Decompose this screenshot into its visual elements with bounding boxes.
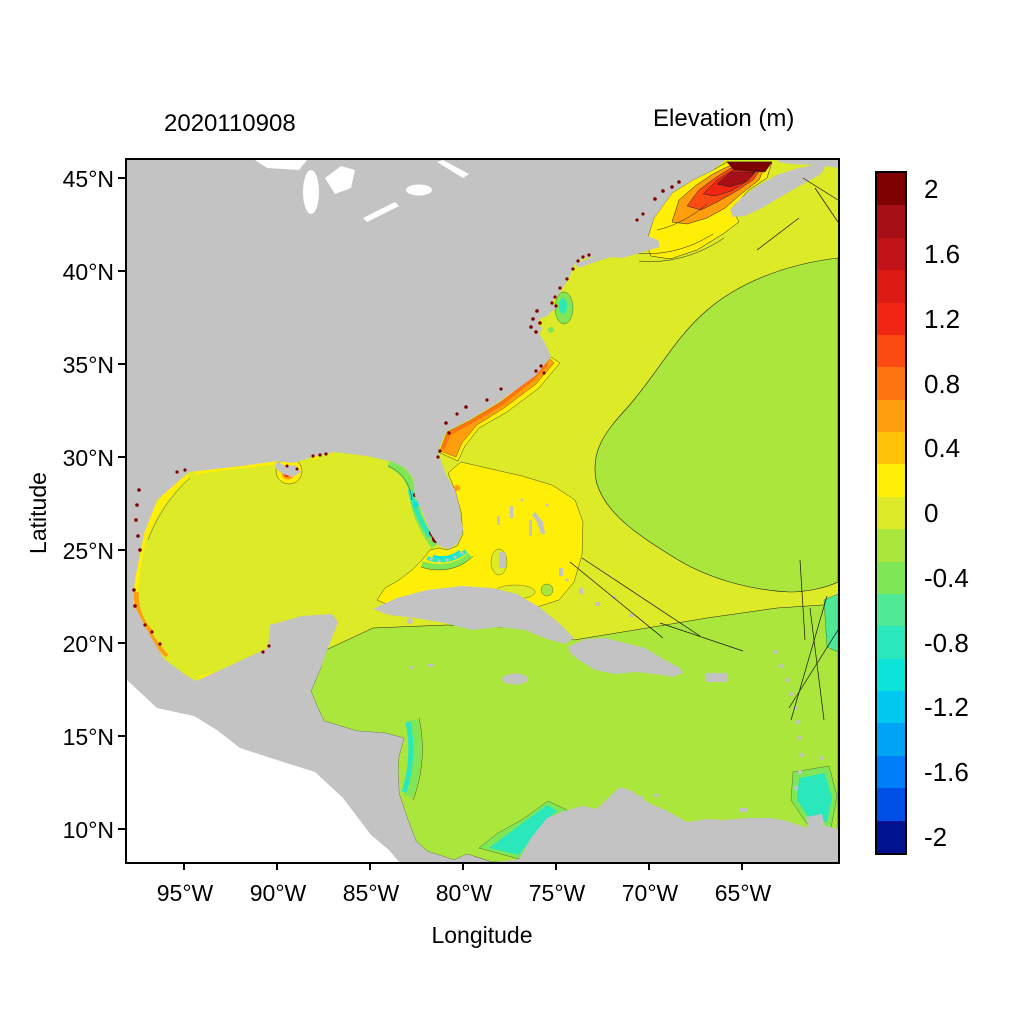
- y-tick-label: 10°N: [62, 817, 114, 843]
- colorbar-band: [877, 529, 905, 562]
- y-tick-label: 15°N: [62, 724, 114, 750]
- island-cuba: [373, 586, 574, 644]
- y-tick: [118, 549, 126, 551]
- y-axis-title: Latitude: [25, 472, 51, 554]
- colorbar-band: [877, 626, 905, 659]
- coastal-high-speckles: [132, 180, 681, 654]
- colorbar-band: [877, 723, 905, 756]
- island-trinidad: [806, 814, 825, 831]
- caribbean-cyan-patches: [401, 593, 838, 860]
- colorbar-tick-label: 1.6: [924, 239, 961, 269]
- colorbar-band: [877, 464, 905, 497]
- x-tick-label: 95°W: [156, 880, 214, 906]
- islands: [373, 160, 838, 831]
- bahamas-islets: [497, 498, 634, 617]
- atlantic-green-region: [594, 257, 838, 593]
- island-hispaniola: [568, 638, 683, 677]
- x-tick-label: 70°W: [621, 880, 679, 906]
- colorbar-band: [877, 593, 905, 627]
- colorbar-band: [877, 755, 905, 789]
- y-tick-label: 20°N: [62, 631, 114, 657]
- x-tick-label: 85°W: [342, 880, 400, 906]
- x-tick-label: 65°W: [714, 880, 772, 906]
- colorbar-tick-label: 0.4: [924, 433, 961, 463]
- x-axis-title: Longitude: [431, 922, 533, 948]
- y-tick: [118, 828, 126, 830]
- colorbar-band: [877, 788, 905, 821]
- x-tick-label: 90°W: [249, 880, 307, 906]
- colorbar-band: [877, 561, 905, 594]
- y-tick: [118, 177, 126, 179]
- y-tick-label: 30°N: [62, 445, 114, 471]
- colorbar-band: [877, 367, 905, 400]
- x-tick: [555, 862, 557, 870]
- y-tick: [118, 363, 126, 365]
- colorbar-band: [877, 334, 905, 368]
- lesser-antilles: [772, 649, 823, 791]
- se-coast-elevation-bands: [437, 356, 561, 462]
- colorbar-band: [877, 205, 905, 238]
- colorbar-tick-label: -1.2: [924, 692, 969, 722]
- land-north-america: [127, 160, 725, 862]
- colorbar-tick-label: -0.8: [924, 628, 969, 658]
- pacific-outside-domain: [127, 680, 399, 862]
- y-tick-label: 40°N: [62, 259, 114, 285]
- colorbar-band: [877, 270, 905, 303]
- colorbar-band: [877, 432, 905, 465]
- colorbar-band: [877, 691, 905, 724]
- colorbar-tick-label: -2: [924, 822, 948, 852]
- x-tick: [741, 862, 743, 870]
- colorbar-band: [877, 173, 905, 206]
- colorbar-tick-label: 2: [924, 174, 939, 204]
- west-florida-shelf-bands: [387, 459, 439, 549]
- run-timestamp-title: 2020110908: [164, 110, 296, 137]
- y-tick: [118, 642, 126, 644]
- island-jamaica: [502, 673, 528, 685]
- colorbar-band: [877, 496, 905, 530]
- x-tick: [648, 862, 650, 870]
- x-tick: [369, 862, 371, 870]
- mesh-artifact-lines: [569, 177, 838, 721]
- colorbar-band: [877, 237, 905, 271]
- colorbar-band: [877, 302, 905, 335]
- x-tick-label: 80°W: [435, 880, 493, 906]
- x-tick: [276, 862, 278, 870]
- keys-islets: [429, 551, 464, 563]
- island-nova-scotia: [730, 163, 827, 217]
- map-plot-area: [125, 158, 840, 864]
- mississippi-delta-land: [275, 461, 301, 477]
- colorbar-tick-label: 0: [924, 498, 939, 528]
- y-tick: [118, 735, 126, 737]
- x-tick-label: 75°W: [528, 880, 586, 906]
- map-canvas: [127, 160, 838, 862]
- island-puerto-rico: [705, 673, 728, 682]
- colorbar-tick-label: -0.4: [924, 563, 969, 593]
- y-tick: [118, 270, 126, 272]
- colorbar-tick-label: 0.8: [924, 369, 961, 399]
- y-tick-label: 25°N: [62, 538, 114, 564]
- y-tick-label: 45°N: [62, 166, 114, 192]
- colorbar-tick-label: 1.2: [924, 304, 961, 334]
- colorbar-band: [877, 820, 905, 853]
- great-lakes: [255, 160, 469, 222]
- x-tick: [183, 862, 185, 870]
- colorbar-band: [877, 399, 905, 432]
- colorbar: [875, 171, 907, 855]
- y-tick-label: 35°N: [62, 352, 114, 378]
- island-long-island: [575, 252, 614, 268]
- colorbar-title: Elevation (m): [653, 105, 795, 132]
- colorbar-tick-label: -1.6: [924, 757, 969, 787]
- gulf-of-maine-elevation-bands: [633, 161, 773, 262]
- colorbar-band: [877, 658, 905, 691]
- x-tick: [462, 862, 464, 870]
- colorbar-bands: [877, 173, 905, 853]
- y-tick: [118, 456, 126, 458]
- land-south-america: [497, 787, 838, 862]
